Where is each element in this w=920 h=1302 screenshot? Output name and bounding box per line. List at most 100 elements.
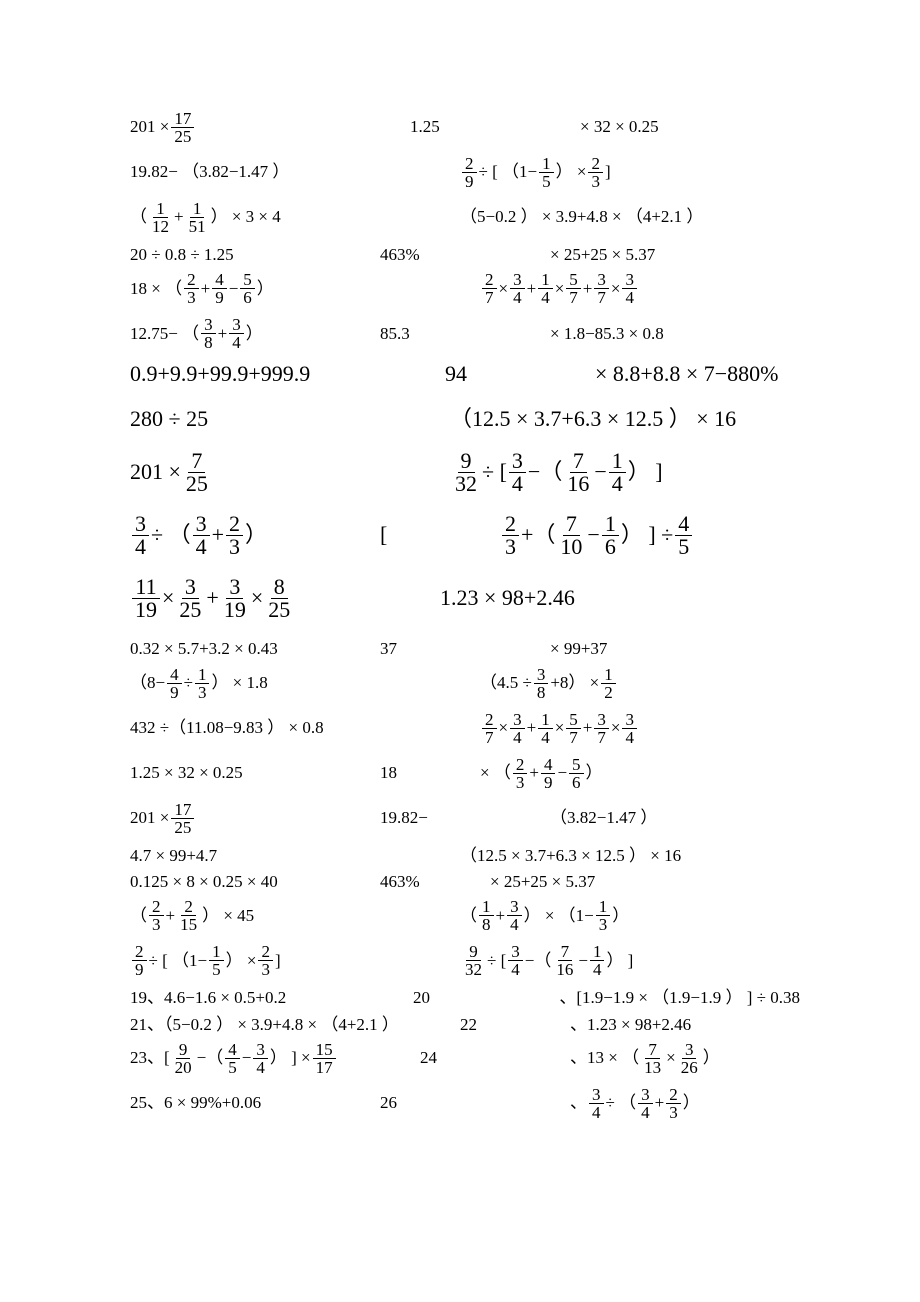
expression-cell: 18 × （23+49−56） xyxy=(130,271,480,306)
fraction-denominator: 6 xyxy=(240,289,255,306)
math-text: ÷ [ xyxy=(487,951,506,971)
fraction-denominator: 19 xyxy=(132,599,160,621)
fraction-numerator: 3 xyxy=(510,711,525,729)
math-text: − xyxy=(557,763,567,783)
fraction-numerator: 1 xyxy=(479,898,494,916)
fraction-numerator: 1 xyxy=(195,666,210,684)
fraction-numerator: 2 xyxy=(149,898,164,916)
fraction-numerator: 5 xyxy=(240,271,255,289)
math-text: ） ] × xyxy=(270,1048,311,1068)
fraction-denominator: 3 xyxy=(184,289,199,306)
math-text: 20 ÷ 0.8 ÷ 1.25 xyxy=(130,245,234,265)
fraction: 38 xyxy=(201,316,216,351)
math-text: 12.75− （ xyxy=(130,324,199,344)
math-text: （5−0.2 ） × 3.9+4.8 × （4+2.1 ） xyxy=(460,207,703,227)
fraction-denominator: 5 xyxy=(675,536,692,558)
fraction-denominator: 3 xyxy=(513,774,528,791)
expression-cell: 27 × 34+14 × 57+37 × 34 xyxy=(480,271,639,306)
math-text: ） ] xyxy=(628,459,663,485)
fraction: 56 xyxy=(569,756,584,791)
math-text: ） × （1− xyxy=(524,906,594,926)
expression-cell: 85.3 xyxy=(380,324,550,344)
expression-cell: 432 ÷（11.08−9.83 ） × 0.8 xyxy=(130,718,480,738)
math-text: +（ xyxy=(521,522,555,548)
expression-cell: （12.5 × 3.7+6.3 × 12.5 ） × 16 xyxy=(450,406,736,432)
math-text: −（ xyxy=(525,951,552,971)
math-text: + xyxy=(527,279,537,299)
fraction-denominator: 4 xyxy=(590,961,605,978)
expression-cell: 23 +（710−16） ] ÷ 45 xyxy=(500,513,694,558)
fraction: 151 xyxy=(186,200,209,235)
math-text: （8− xyxy=(130,673,165,693)
fraction-denominator: 12 xyxy=(149,218,172,235)
fraction-numerator: 2 xyxy=(226,513,243,536)
fraction-numerator: 1 xyxy=(539,155,554,173)
math-text: 24 xyxy=(420,1048,437,1068)
fraction: 34 xyxy=(507,898,522,933)
fraction: 23 xyxy=(149,898,164,933)
fraction: 23 xyxy=(513,756,528,791)
math-text: + xyxy=(174,207,184,227)
math-text: 、1.23 × 98+2.46 xyxy=(570,1015,691,1035)
fraction-numerator: 1 xyxy=(596,898,611,916)
fraction: 34 xyxy=(510,271,525,306)
fraction-numerator: 3 xyxy=(534,666,549,684)
fraction-denominator: 4 xyxy=(193,536,210,558)
math-text: + xyxy=(496,906,506,926)
fraction-numerator: 7 xyxy=(188,450,205,473)
expression-row: 21、（5−0.2 ） × 3.9+4.8 × （4+2.1 ）22、1.23 … xyxy=(130,1015,800,1035)
math-text: + xyxy=(218,324,228,344)
expression-row: 29 ÷ [ （1−15） × 23 ]932 ÷ [ 34−（716−14） … xyxy=(130,943,800,978)
fraction: 13 xyxy=(195,666,210,701)
fraction: 37 xyxy=(594,711,609,746)
fraction-numerator: 17 xyxy=(171,110,194,128)
expression-cell: 0.32 × 5.7+3.2 × 0.43 xyxy=(130,639,380,659)
fraction-numerator: 3 xyxy=(638,1086,653,1104)
expression-cell: 、1.23 × 98+2.46 xyxy=(570,1015,691,1035)
fraction-denominator: 16 xyxy=(564,473,592,495)
expression-row: 0.125 × 8 × 0.25 × 40463%× 25+25 × 5.37 xyxy=(130,872,800,892)
fraction: 932 xyxy=(452,450,480,495)
fraction-denominator: 9 xyxy=(541,774,556,791)
fraction-numerator: 7 xyxy=(570,450,587,473)
expression-row: 201 × 725932 ÷ [ 34−（716−14） ] xyxy=(130,450,800,495)
expression-cell: （23+215） × 45 xyxy=(130,898,460,933)
expression-cell: 、13 × （713 × 326） xyxy=(570,1041,720,1076)
fraction: 23 xyxy=(666,1086,681,1121)
fraction: 34 xyxy=(132,513,149,558)
fraction: 112 xyxy=(149,200,172,235)
expression-cell: 27 × 34+14 × 57+37 × 34 xyxy=(480,711,639,746)
math-text: × 25+25 × 5.37 xyxy=(550,245,655,265)
fraction-numerator: 1 xyxy=(601,666,616,684)
math-text: 37 xyxy=(380,639,397,659)
fraction: 49 xyxy=(167,666,182,701)
math-text: × xyxy=(611,718,621,738)
fraction-denominator: 4 xyxy=(622,289,637,306)
expression-cell: 1.25 xyxy=(410,117,580,137)
fraction-denominator: 3 xyxy=(588,173,603,190)
expression-cell: × 8.8+8.8 × 7−880% xyxy=(595,361,778,387)
math-text: + xyxy=(166,906,176,926)
expression-cell: 23、[ 920−（45−34） ] × 1517 xyxy=(130,1041,420,1076)
fraction: 1119 xyxy=(132,576,160,621)
expression-cell: 、[1.9−1.9 × （1.9−1.9 ） ] ÷ 0.38 xyxy=(559,988,800,1008)
math-text: 、13 × （ xyxy=(570,1048,639,1068)
fraction: 49 xyxy=(212,271,227,306)
fraction-denominator: 51 xyxy=(186,218,209,235)
expression-cell: × 25+25 × 5.37 xyxy=(490,872,595,892)
fraction-numerator: 9 xyxy=(458,450,475,473)
math-text: ） × 45 xyxy=(202,906,254,926)
expression-cell: 29 ÷ [ （1−15） × 23 ] xyxy=(130,943,460,978)
fraction: 56 xyxy=(240,271,255,306)
math-text: × （ xyxy=(480,763,511,783)
math-text: ） xyxy=(612,906,629,926)
fraction-denominator: 4 xyxy=(538,289,553,306)
expression-cell: 932 ÷ [ 34−（716−14） ] xyxy=(460,943,633,978)
fraction-numerator: 1 xyxy=(538,711,553,729)
fraction-denominator: 32 xyxy=(452,473,480,495)
math-text: − xyxy=(587,522,599,548)
fraction-numerator: 7 xyxy=(563,513,580,536)
fraction: 45 xyxy=(225,1041,240,1076)
expression-cell: 0.125 × 8 × 0.25 × 40 xyxy=(130,872,380,892)
fraction-numerator: 15 xyxy=(313,1041,336,1059)
